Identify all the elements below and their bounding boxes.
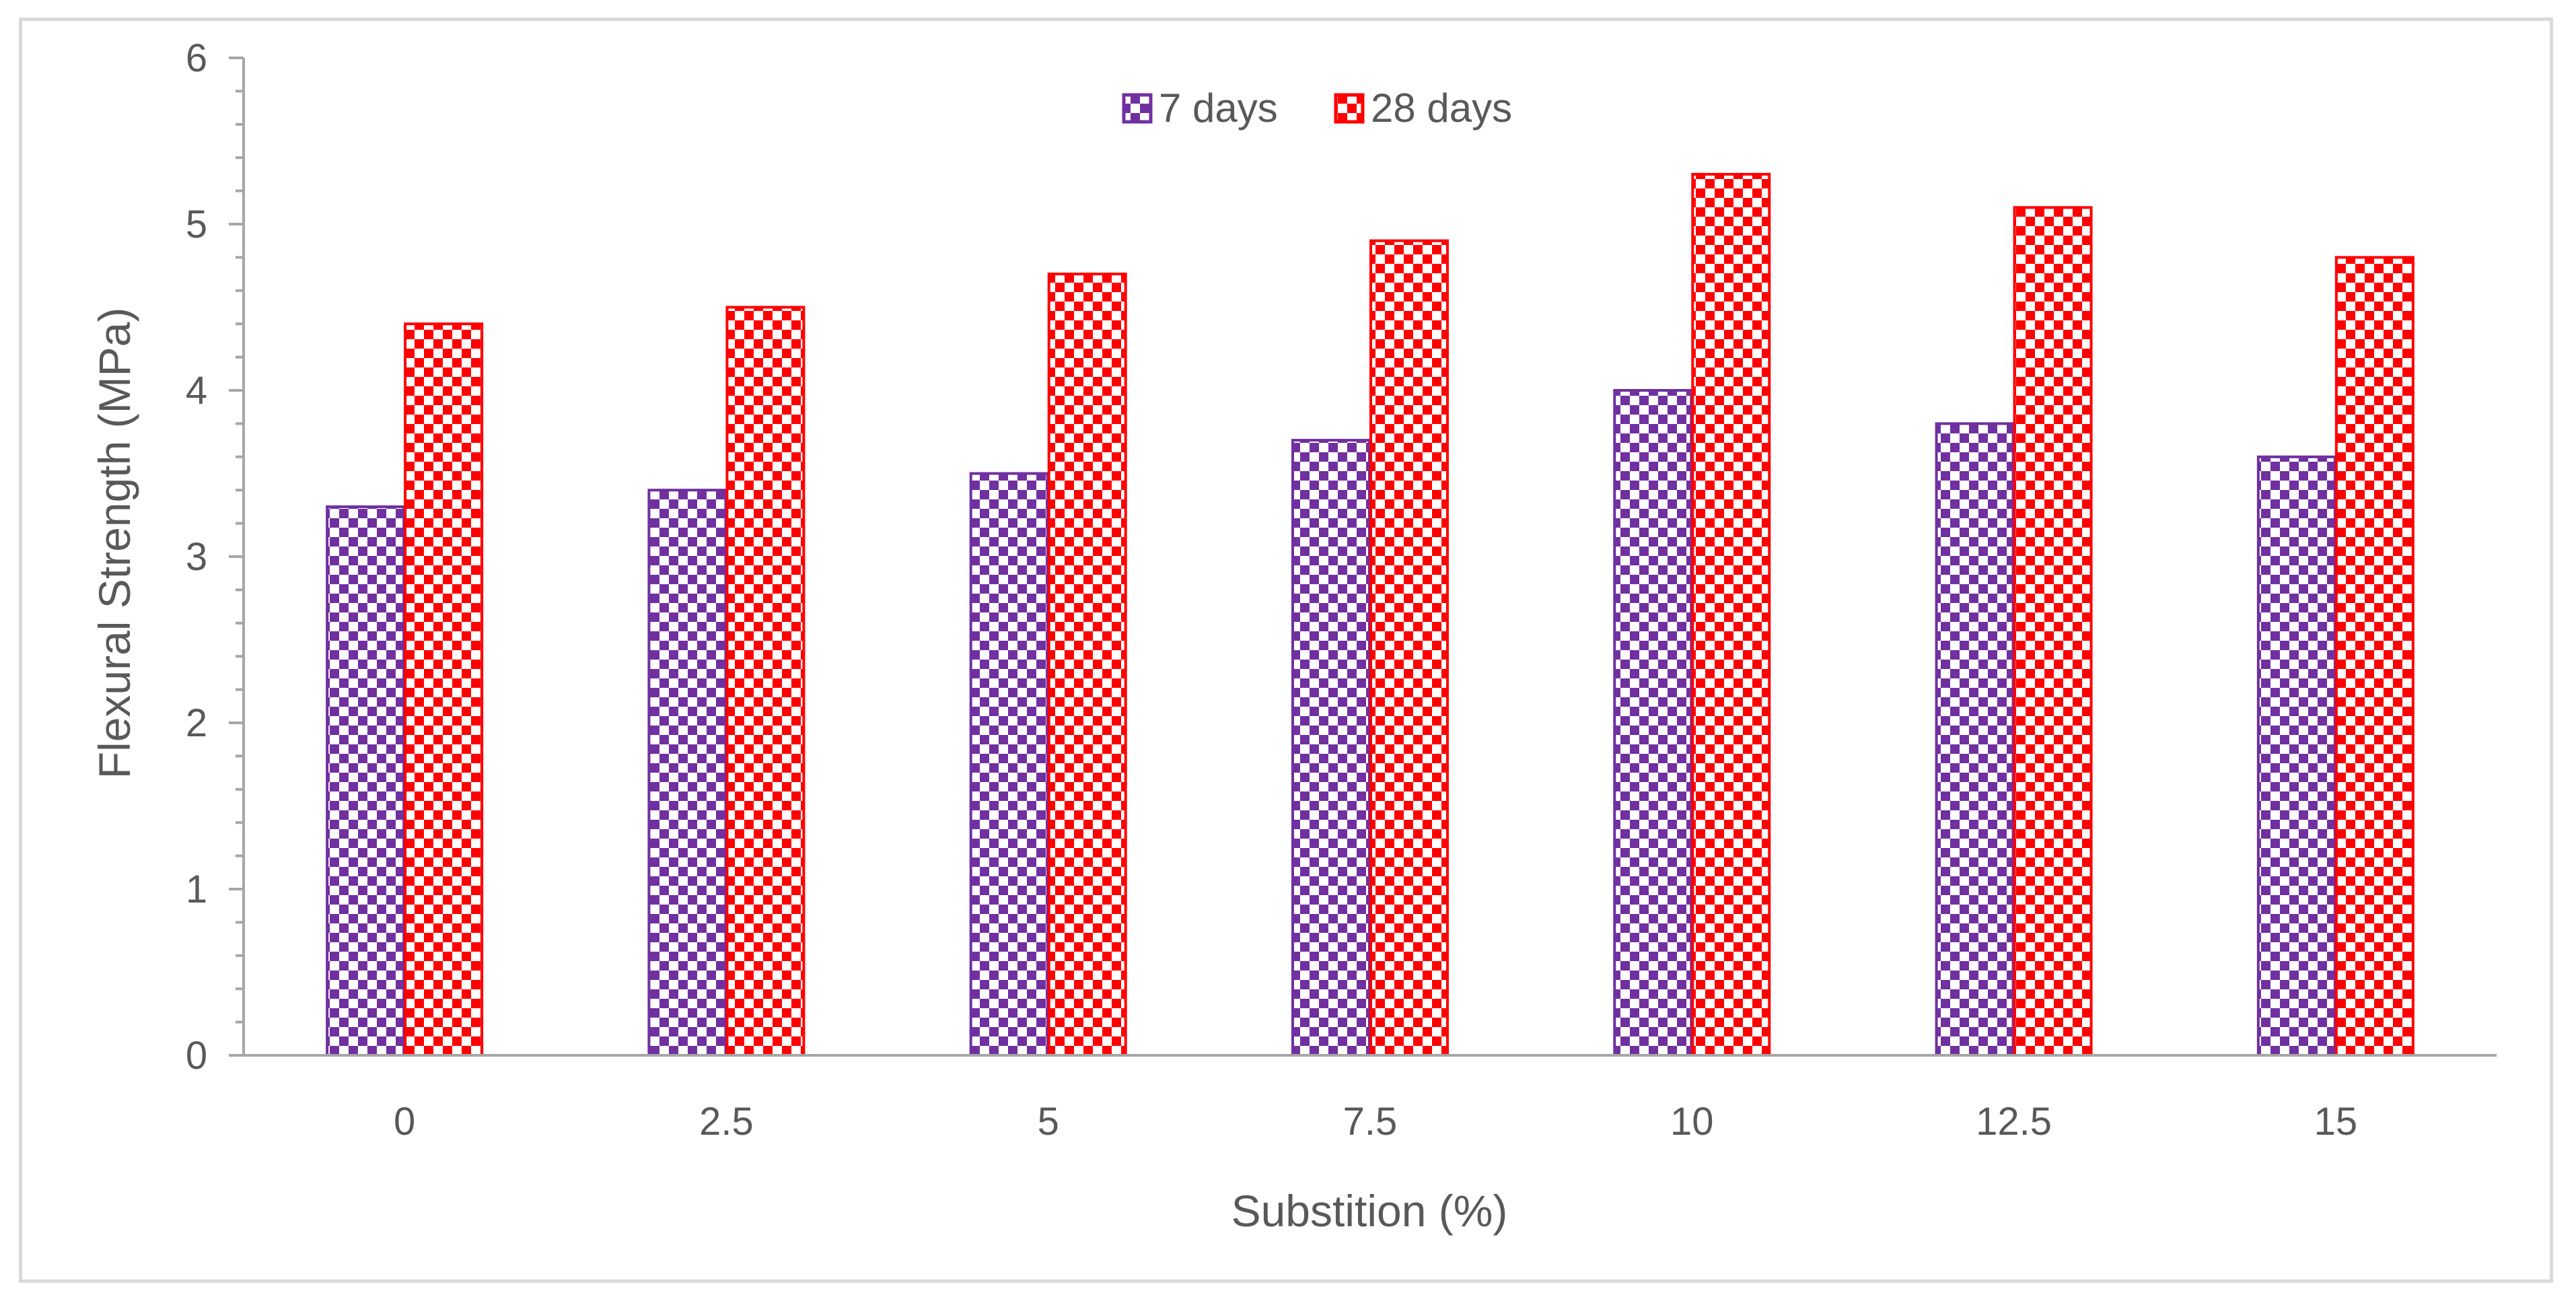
legend-item-7-days: 7 days [1122, 85, 1278, 131]
x-tick-label: 12.5 [1976, 1100, 2052, 1143]
bar-28-days-0 [404, 322, 484, 1057]
legend-item-28-days: 28 days [1334, 85, 1512, 131]
bar-7-days-7.5 [1291, 439, 1371, 1057]
legend-label: 28 days [1371, 85, 1512, 131]
y-tick-label: 6 [186, 36, 207, 80]
y-tick-label: 0 [186, 1034, 207, 1078]
bar-7-days-2.5 [647, 489, 727, 1057]
y-axis-title: Flexural Strength (MPa) [90, 308, 139, 779]
legend: 7 days 28 days [1122, 85, 1512, 131]
bar-7-days-10 [1613, 389, 1693, 1057]
bar-7-days-12.5 [1935, 422, 2015, 1057]
bar-28-days-2.5 [725, 306, 806, 1057]
y-ticks: 0 1 2 3 4 5 6 [186, 36, 244, 1078]
bar-7-days-0 [326, 505, 406, 1057]
x-axis-title: Substition (%) [1231, 1186, 1508, 1236]
bar-7-days-5 [969, 472, 1049, 1057]
bar-28-days-10 [1691, 172, 1771, 1057]
y-tick-label: 3 [186, 535, 207, 579]
legend-swatch [1122, 93, 1153, 124]
x-tick-label: 10 [1670, 1100, 1714, 1143]
y-tick-label: 4 [186, 369, 207, 413]
bar-7-days-15 [2256, 455, 2336, 1057]
x-tick-label: 0 [394, 1100, 415, 1143]
x-tick-label: 15 [2314, 1100, 2358, 1143]
x-tick-label: 7.5 [1343, 1100, 1398, 1143]
y-tick-label: 5 [186, 203, 207, 246]
x-tick-label: 5 [1038, 1100, 1059, 1143]
bar-28-days-7.5 [1369, 239, 1449, 1057]
x-ticks: 0 2.5 5 7.5 10 12.5 15 [394, 1100, 2357, 1143]
x-tick-label: 2.5 [699, 1100, 754, 1143]
bar-28-days-15 [2334, 256, 2414, 1057]
y-tick-label: 1 [186, 868, 207, 911]
bar-28-days-5 [1047, 273, 1127, 1057]
bar-28-days-12.5 [2013, 206, 2093, 1057]
legend-swatch [1334, 93, 1365, 124]
bars-layer [326, 172, 2414, 1057]
legend-label: 7 days [1159, 85, 1278, 131]
y-tick-label: 2 [186, 701, 207, 745]
